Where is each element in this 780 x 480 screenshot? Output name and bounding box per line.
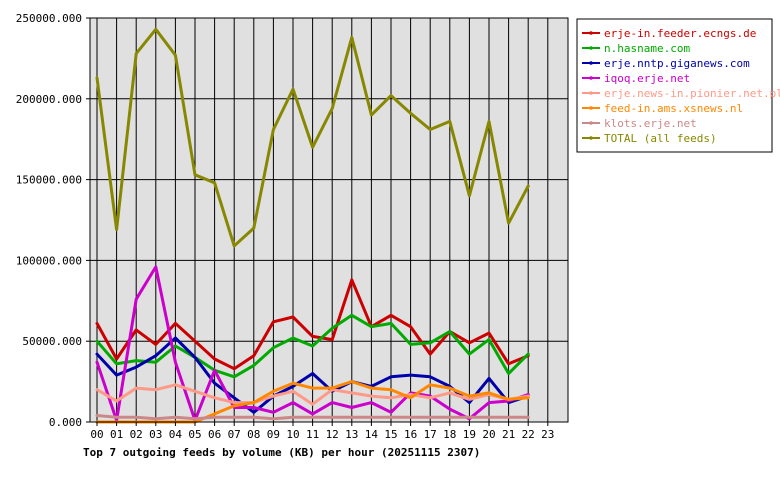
x-tick-label: 21 — [502, 428, 515, 441]
legend-item: erje.nntp.giganews.com — [582, 57, 750, 70]
legend-marker — [589, 76, 593, 80]
legend-marker — [589, 91, 593, 95]
legend-marker — [589, 46, 593, 50]
legend-label: erje.news-in.pionier.net.pl — [604, 87, 780, 100]
legend-label: erje-in.feeder.ecngs.de — [604, 27, 756, 40]
x-tick-label: 02 — [130, 428, 143, 441]
x-tick-label: 06 — [208, 428, 221, 441]
x-tick-label: 15 — [384, 428, 397, 441]
legend-marker — [589, 106, 593, 110]
series-line — [95, 383, 530, 406]
legend-label: erje.nntp.giganews.com — [604, 57, 750, 70]
x-tick-label: 00 — [90, 428, 103, 441]
legend-marker — [589, 121, 593, 125]
plot-background — [90, 18, 568, 422]
legend-label: klots.erje.net — [604, 117, 697, 130]
x-tick-label: 10 — [286, 428, 299, 441]
plot-border — [89, 17, 569, 423]
legend-label: feed-in.ams.xsnews.nl — [604, 102, 743, 115]
x-tick-label: 18 — [443, 428, 456, 441]
legend-label: n.hasname.com — [604, 42, 690, 55]
x-tick-label: 11 — [306, 428, 319, 441]
x-tick-label: 12 — [326, 428, 339, 441]
x-tick-label: 14 — [365, 428, 379, 441]
series-line — [95, 27, 530, 248]
x-tick-label: 19 — [463, 428, 476, 441]
x-tick-label: 17 — [424, 428, 437, 441]
x-tick-label: 05 — [188, 428, 201, 441]
x-tick-label: 22 — [522, 428, 535, 441]
legend-item: TOTAL (all feeds) — [582, 132, 717, 145]
y-tick-label: 0.000 — [49, 416, 82, 429]
x-tick-label: 23 — [541, 428, 554, 441]
series-line — [95, 265, 530, 422]
x-tick-label: 04 — [169, 428, 183, 441]
legend-marker — [589, 61, 593, 65]
legend-item: erje.news-in.pionier.net.pl — [582, 87, 780, 100]
legend: erje-in.feeder.ecngs.de n.hasname.com erje… — [576, 18, 780, 153]
legend-item: iqoq.erje.net — [582, 72, 690, 85]
legend-label: iqoq.erje.net — [604, 72, 690, 85]
series-line — [95, 414, 530, 421]
x-tick-label: 07 — [228, 428, 241, 441]
chart-title: Top 7 outgoing feeds by volume (KB) per … — [83, 446, 480, 459]
legend-item: feed-in.ams.xsnews.nl — [582, 102, 743, 115]
legend-item: erje-in.feeder.ecngs.de — [582, 27, 756, 40]
y-axis: 0.000 50000.000 100000.000 150000.000 200000… — [16, 12, 90, 429]
series-line — [95, 313, 530, 379]
x-axis: 00 01 02 03 04 05 06 07 08 09 10 11 12 13 14 15 16 17 18 19… — [90, 422, 554, 441]
y-tick-label: 250000.000 — [16, 12, 82, 25]
y-tick-label: 100000.000 — [16, 254, 82, 267]
x-tick-label: 09 — [267, 428, 280, 441]
x-tick-label: 16 — [404, 428, 417, 441]
legend-marker — [589, 136, 593, 140]
legend-item: n.hasname.com — [582, 42, 690, 55]
legend-box — [576, 18, 773, 153]
y-tick-label: 50000.000 — [22, 335, 82, 348]
x-tick-label: 13 — [345, 428, 358, 441]
y-tick-label: 150000.000 — [16, 174, 82, 187]
y-tick-label: 200000.000 — [16, 93, 82, 106]
legend-marker — [589, 31, 593, 35]
legend-label: TOTAL (all feeds) — [604, 132, 717, 145]
x-tick-label: 01 — [110, 428, 123, 441]
x-tick-label: 20 — [482, 428, 495, 441]
series-lines — [95, 27, 530, 424]
legend-item: klots.erje.net — [582, 117, 697, 130]
x-tick-label: 03 — [149, 428, 162, 441]
x-tick-label: 08 — [247, 428, 260, 441]
